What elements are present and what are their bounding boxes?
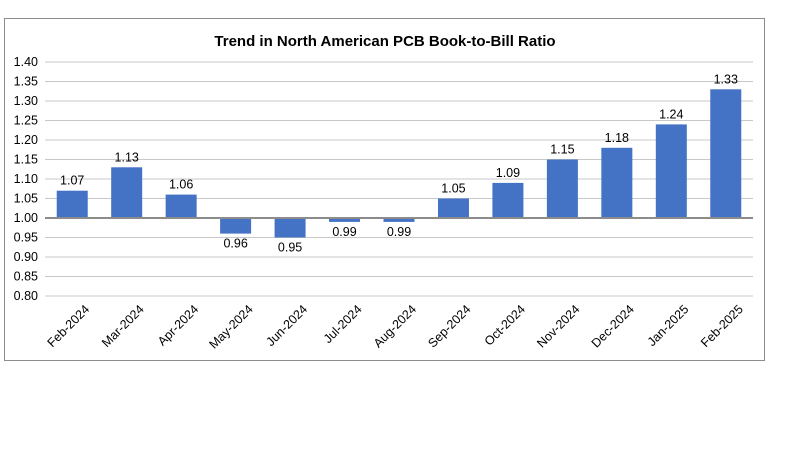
x-tick-label: Dec-2024 — [589, 302, 637, 350]
bar — [383, 218, 415, 222]
bar-chart: Trend in North American PCB Book-to-Bill… — [14, 33, 753, 351]
bar — [437, 198, 469, 218]
x-tick-label: Feb-2024 — [45, 302, 93, 350]
x-tick-label: Nov-2024 — [534, 302, 582, 350]
bar — [220, 218, 252, 234]
bar — [274, 218, 306, 238]
y-tick-label: 0.95 — [14, 231, 38, 245]
data-label: 1.09 — [496, 166, 520, 180]
x-tick-label: Apr-2024 — [155, 302, 201, 348]
y-tick-label: 0.85 — [14, 270, 38, 284]
x-tick-label: Aug-2024 — [371, 302, 419, 350]
bars — [56, 89, 742, 238]
bar — [710, 89, 742, 218]
y-tick-label: 1.05 — [14, 192, 38, 206]
x-axis-ticks: Feb-2024 Mar-2024 Apr-2024 May-2024 Jun-2024… — [45, 302, 746, 351]
data-label: 1.33 — [714, 72, 738, 86]
bar — [601, 147, 633, 218]
data-label: 1.05 — [441, 182, 465, 196]
x-tick-label: Jan-2025 — [645, 302, 692, 349]
y-tick-label: 1.00 — [14, 211, 38, 225]
y-tick-label: 1.25 — [14, 114, 38, 128]
x-tick-label: Sep-2024 — [425, 302, 473, 350]
bar — [655, 124, 687, 218]
y-tick-label: 0.80 — [14, 289, 38, 303]
x-tick-label: May-2024 — [207, 302, 256, 351]
bar — [492, 182, 524, 218]
y-tick-label: 1.10 — [14, 172, 38, 186]
x-tick-label: Mar-2024 — [99, 302, 147, 350]
bar — [56, 190, 88, 218]
x-tick-label: Feb-2025 — [698, 302, 746, 350]
data-label: 0.96 — [223, 237, 247, 251]
data-label: 1.15 — [550, 143, 574, 157]
data-label: 1.13 — [115, 150, 139, 164]
x-tick-label: Oct-2024 — [482, 302, 528, 348]
data-labels: 1.07 1.13 1.06 0.96 0.95 0.99 0.99 1.05 1.09 1.15… — [60, 72, 738, 254]
data-label: 1.07 — [60, 174, 84, 188]
y-tick-label: 1.20 — [14, 133, 38, 147]
y-tick-label: 1.35 — [14, 75, 38, 89]
data-label: 1.24 — [659, 107, 683, 121]
data-label: 0.95 — [278, 241, 302, 255]
y-tick-label: 1.40 — [14, 55, 38, 69]
bar — [111, 167, 143, 218]
bar — [546, 159, 578, 218]
x-tick-label: Jul-2024 — [321, 302, 365, 346]
data-label: 1.18 — [605, 131, 629, 145]
data-label: 0.99 — [387, 225, 411, 239]
x-tick-label: Jun-2024 — [263, 302, 310, 349]
y-tick-label: 1.30 — [14, 94, 38, 108]
data-label: 1.06 — [169, 178, 193, 192]
data-label: 0.99 — [332, 225, 356, 239]
chart-title: Trend in North American PCB Book-to-Bill… — [214, 33, 555, 50]
chart-frame: Trend in North American PCB Book-to-Bill… — [4, 18, 765, 361]
bar — [165, 194, 197, 218]
y-tick-label: 0.90 — [14, 250, 38, 264]
gridlines — [45, 61, 753, 297]
y-tick-label: 1.15 — [14, 153, 38, 167]
bar — [329, 218, 361, 222]
y-axis-ticks: 0.80 0.85 0.90 0.95 1.00 1.05 1.10 1.15 1.20 1.25… — [14, 55, 38, 303]
